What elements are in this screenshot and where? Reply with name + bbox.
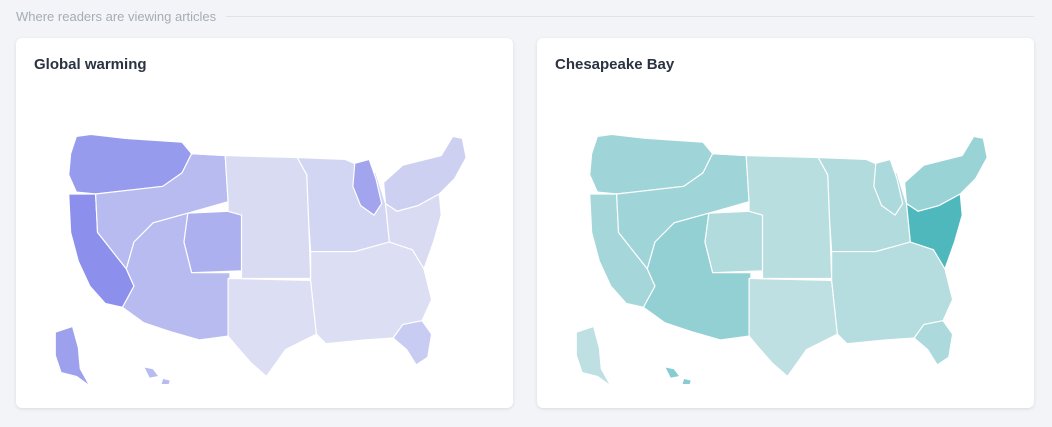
choropleth-map[interactable]	[551, 94, 1021, 384]
map-card-chesapeake-bay: Chesapeake Bay	[537, 38, 1034, 408]
region-mid-atlantic[interactable]	[905, 193, 963, 270]
region-great-plains[interactable]	[712, 153, 833, 280]
region-great-plains[interactable]	[191, 153, 312, 280]
map-card-global-warming: Global warming	[16, 38, 513, 408]
region-southwest[interactable]	[642, 212, 752, 341]
section-divider	[226, 15, 1034, 17]
region-mid-atlantic[interactable]	[384, 193, 442, 270]
card-title: Chesapeake Bay	[555, 56, 675, 73]
region-northeast[interactable]	[904, 135, 988, 212]
region-texas[interactable]	[227, 277, 317, 377]
region-hawaii[interactable]	[143, 366, 172, 384]
region-alaska[interactable]	[575, 325, 611, 384]
region-florida[interactable]	[913, 320, 954, 366]
region-florida[interactable]	[392, 320, 433, 366]
region-alaska[interactable]	[54, 325, 90, 384]
region-colorado[interactable]	[183, 210, 243, 274]
region-northeast[interactable]	[383, 135, 467, 212]
region-colorado[interactable]	[704, 210, 764, 274]
region-texas[interactable]	[748, 277, 838, 377]
choropleth-map[interactable]	[30, 94, 500, 384]
card-title: Global warming	[34, 56, 147, 73]
section-header: Where readers are viewing articles	[16, 8, 1034, 24]
section-title: Where readers are viewing articles	[16, 8, 217, 24]
region-michigan[interactable]	[873, 158, 904, 216]
region-southwest[interactable]	[121, 212, 231, 341]
map-regions	[575, 133, 988, 384]
region-michigan[interactable]	[352, 158, 383, 216]
map-regions	[54, 133, 467, 384]
region-hawaii[interactable]	[664, 366, 693, 384]
